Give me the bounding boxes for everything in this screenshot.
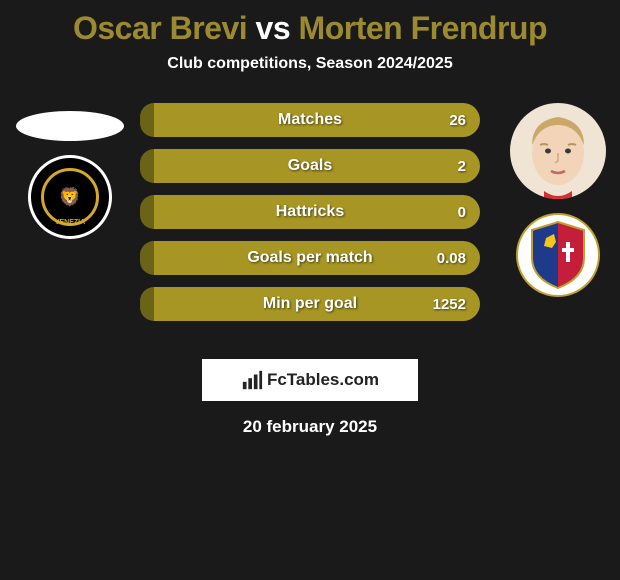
right-player-column xyxy=(508,103,608,297)
comparison-panel: 🦁 VENEZIA Matches26 Goals2 Hattricks0 Goals… xyxy=(0,103,620,343)
bar-label: Min per goal xyxy=(140,295,480,313)
bar-value-right: 26 xyxy=(449,112,466,129)
page-title: Oscar Brevi vs Morten Frendrup xyxy=(0,0,620,47)
brand-text: FcTables.com xyxy=(267,370,379,390)
stat-row: Min per goal1252 xyxy=(140,287,480,321)
bar-value-right: 2 xyxy=(458,158,466,175)
title-vs: vs xyxy=(256,10,291,46)
bar-value-right: 0 xyxy=(458,204,466,221)
bar-label: Matches xyxy=(140,111,480,129)
player1-club-badge: 🦁 VENEZIA xyxy=(28,155,112,239)
lion-icon: 🦁 xyxy=(58,185,82,209)
player2-club-badge xyxy=(516,213,600,297)
genoa-shield-icon xyxy=(528,220,588,290)
player2-face-icon xyxy=(518,103,598,199)
player1-avatar xyxy=(16,111,124,141)
stat-row: Hattricks0 xyxy=(140,195,480,229)
bars-icon xyxy=(241,369,263,391)
date-label: 20 february 2025 xyxy=(0,417,620,437)
bar-value-right: 0.08 xyxy=(437,250,466,267)
subtitle: Club competitions, Season 2024/2025 xyxy=(0,55,620,73)
stat-row: Goals per match0.08 xyxy=(140,241,480,275)
bar-value-right: 1252 xyxy=(433,296,466,313)
title-player1: Oscar Brevi xyxy=(73,10,247,46)
player2-avatar xyxy=(510,103,606,199)
stat-bars: Matches26 Goals2 Hattricks0 Goals per match… xyxy=(140,103,480,333)
left-player-column: 🦁 VENEZIA xyxy=(10,103,130,239)
brand-badge: FcTables.com xyxy=(202,359,418,401)
bar-label: Goals per match xyxy=(140,249,480,267)
bar-label: Hattricks xyxy=(140,203,480,221)
title-player2: Morten Frendrup xyxy=(299,10,547,46)
club1-name: VENEZIA xyxy=(55,219,85,226)
bar-label: Goals xyxy=(140,157,480,175)
stat-row: Matches26 xyxy=(140,103,480,137)
stat-row: Goals2 xyxy=(140,149,480,183)
